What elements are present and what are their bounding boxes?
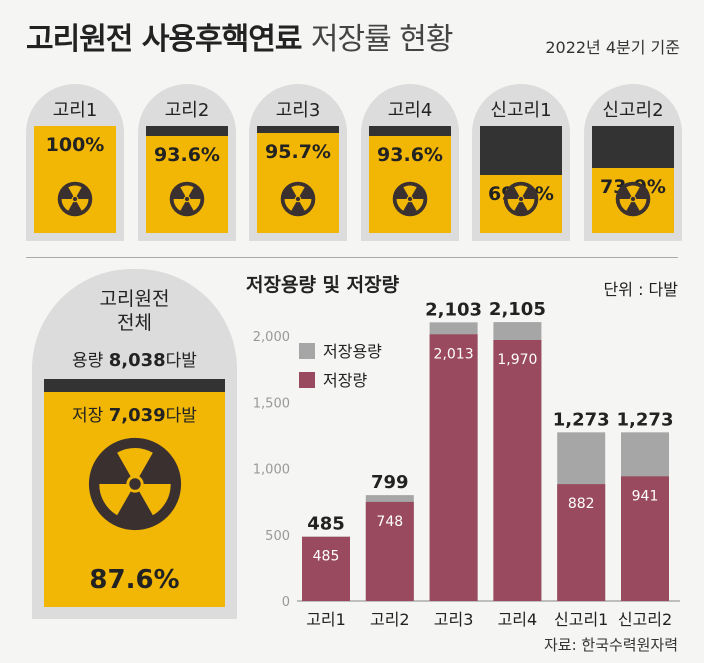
x-tick-label: 고리4: [498, 610, 538, 629]
total-tank: 고리원전 전체 용량 8,038다발 저장 7,039다발 87.6%: [32, 269, 237, 619]
total-stored-prefix: 저장: [72, 406, 104, 426]
total-cap-prefix: 용량: [72, 351, 104, 371]
radiation-icon: [392, 181, 428, 221]
tank-고리3: 고리3 95.7%: [249, 84, 347, 241]
tank-fill-box: 100%: [34, 126, 116, 233]
tank-fill-box: 93.6%: [369, 126, 451, 233]
radiation-icon: [503, 181, 539, 221]
tank-고리1: 고리1 100%: [26, 84, 124, 241]
tank-percent: 95.7%: [265, 141, 331, 163]
y-tick-label: 2,000: [253, 330, 290, 345]
stored-label: 941: [632, 488, 659, 504]
tank-name: 신고리1: [490, 100, 552, 121]
tank-fill-box: 73.9%: [592, 126, 674, 233]
y-tick-label: 500: [265, 529, 290, 544]
tank-고리2: 고리2 93.6%: [138, 84, 236, 241]
stored-label: 748: [376, 514, 403, 530]
bar-stored: [365, 501, 414, 601]
tank-empty-band: [592, 126, 674, 168]
title-sub: 저장률 현황: [310, 22, 454, 57]
tank-empty-band: [369, 126, 451, 136]
tank-empty-band: [480, 126, 562, 175]
total-empty-band: [44, 379, 225, 392]
tank-fill-box: 95.7%: [257, 126, 339, 233]
legend-swatch: [299, 343, 315, 359]
bar-stored: [493, 339, 542, 601]
capacity-label: 2,105: [489, 299, 546, 320]
radiation-icon: [88, 437, 181, 531]
total-stored-suffix: 다발: [165, 406, 197, 426]
bar-stored: [302, 536, 350, 601]
tank-name: 고리2: [164, 100, 210, 121]
tank-신고리1: 신고리1 69.3%: [472, 84, 570, 241]
total-stored-value: 7,039: [108, 405, 166, 426]
capacity-label: 1,273: [617, 409, 674, 430]
x-tick-label: 신고리2: [618, 610, 672, 629]
y-tick-label: 1,500: [253, 396, 290, 411]
x-tick-label: 신고리1: [554, 610, 608, 629]
capacity-label: 1,273: [553, 409, 610, 430]
tank-empty-band: [257, 126, 339, 133]
total-percent: 87.6%: [89, 565, 180, 595]
title-main: 고리원전 사용후핵연료: [26, 22, 302, 57]
stored-label: 1,970: [497, 352, 537, 368]
unit-label: 단위 : 다발: [603, 280, 678, 299]
page-title: 고리원전 사용후핵연료 저장률 현황: [26, 14, 454, 58]
chart-title: 저장용량 및 저장량: [246, 274, 400, 296]
tank-empty-band: [146, 126, 228, 136]
bar-stored: [429, 334, 478, 601]
capacity-label: 485: [307, 514, 345, 535]
tank-fill-box: 93.6%: [146, 126, 228, 233]
y-tick-label: 0: [282, 595, 290, 610]
date-label: 2022년 4분기 기준: [545, 38, 680, 57]
source-label: 자료: 한국수력원자력: [543, 636, 678, 654]
total-cap-value: 8,038: [108, 350, 166, 371]
total-name-line1: 고리원전: [99, 288, 170, 310]
capacity-label: 799: [371, 472, 409, 493]
tank-name: 고리4: [387, 100, 433, 121]
total-stored: 저장 7,039다발: [44, 401, 225, 426]
legend-swatch: [299, 372, 315, 388]
bar-stored: [621, 476, 669, 601]
total-fill-box: 저장 7,039다발 87.6%: [44, 379, 225, 607]
tank-name: 고리3: [275, 100, 321, 121]
stored-label: 485: [313, 549, 340, 565]
bar-stored: [557, 484, 606, 601]
tank-percent: 93.6%: [377, 144, 443, 166]
tank-신고리2: 신고리2 73.9%: [584, 84, 682, 241]
tank-percent: 100%: [45, 134, 105, 156]
radiation-icon: [280, 181, 316, 221]
stored-label: 2,013: [434, 346, 474, 362]
tank-fill-box: 69.3%: [480, 126, 562, 233]
tank-name: 고리1: [52, 100, 98, 121]
stored-label: 882: [568, 496, 595, 512]
y-tick-label: 1,000: [253, 463, 290, 478]
legend-label: 저장량: [323, 371, 367, 390]
tank-name: 신고리2: [602, 100, 664, 121]
divider: [26, 257, 678, 258]
total-name-line2: 전체: [117, 312, 152, 334]
tank-고리4: 고리4 93.6%: [361, 84, 459, 241]
tank-percent: 93.6%: [154, 144, 220, 166]
x-tick-label: 고리3: [434, 610, 474, 629]
total-cap-suffix: 다발: [165, 351, 197, 371]
radiation-icon: [57, 181, 93, 221]
radiation-icon: [169, 181, 205, 221]
x-tick-label: 고리2: [370, 610, 410, 629]
radiation-icon: [615, 181, 651, 221]
capacity-label: 2,103: [425, 299, 482, 320]
total-capacity: 용량 8,038다발: [32, 346, 237, 371]
total-name: 고리원전 전체: [32, 287, 237, 335]
x-tick-label: 고리1: [306, 610, 346, 629]
legend-label: 저장용량: [323, 342, 382, 361]
